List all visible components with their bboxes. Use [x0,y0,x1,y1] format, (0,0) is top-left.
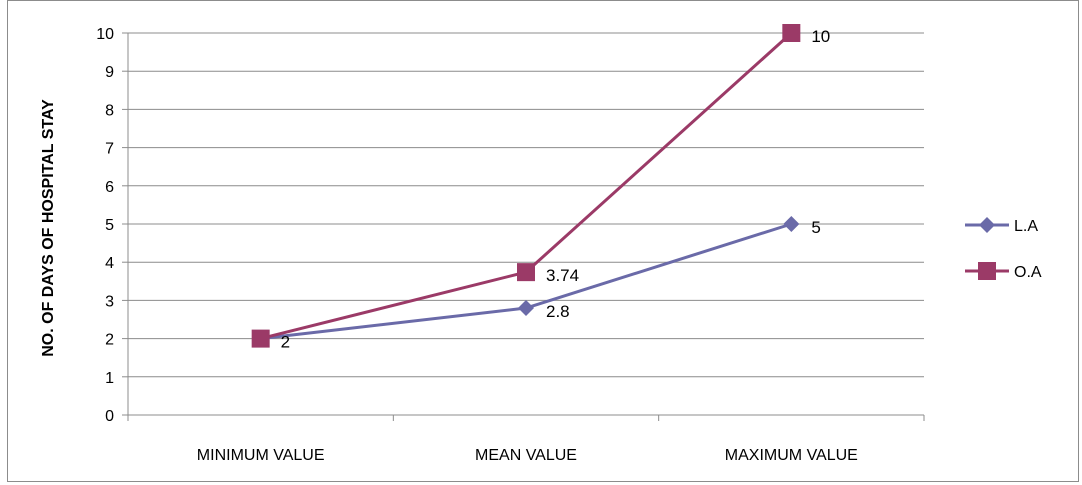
y-tick-label: 1 [105,370,114,387]
y-tick-label: 5 [105,217,114,234]
data-label: 2.8 [546,302,570,321]
data-point-marker [518,300,534,317]
data-point-marker [251,329,270,348]
legend-label: O.A [1014,264,1042,281]
data-labels: 2.8 5 2 3.74 10 [281,27,831,352]
y-tick-label: 7 [105,141,114,158]
data-point-marker [517,263,535,282]
legend-marker [978,262,996,280]
x-tick-label: MEAN VALUE [475,447,577,464]
y-axis-title: NO. OF DAYS OF HOSPITAL STAY [40,99,57,357]
data-label: 2 [281,333,290,352]
line-chart: 0 1 2 3 4 5 6 7 8 9 10 MINIMUM VALUE MEAN VALUE MAXI… [40,24,1042,464]
y-tick-label: 4 [105,255,114,272]
y-tick-label: 9 [105,64,114,81]
y-tick-label: 0 [105,408,114,425]
x-tick-labels: MINIMUM VALUE MEAN VALUE MAXIMUM VALUE [197,447,858,464]
y-tick-labels: 0 1 2 3 4 5 6 7 8 9 10 [96,26,114,425]
legend: L.A O.A [965,217,1042,281]
y-tick-label: 10 [96,26,114,43]
series-line [260,222,792,341]
legend-marker [979,217,995,233]
axes [122,32,925,421]
y-tick-label: 6 [105,179,114,196]
legend-item: L.A [965,217,1038,235]
data-label: 10 [811,27,830,46]
data-point-marker [782,24,801,42]
data-label: 3.74 [546,266,579,285]
legend-item: O.A [965,262,1042,281]
series-o-a [251,24,801,348]
data-point-marker [783,216,800,232]
chart-frame: 0 1 2 3 4 5 6 7 8 9 10 MINIMUM VALUE MEAN VALUE MAXI… [7,0,1079,482]
legend-label: L.A [1014,218,1038,235]
y-tick-label: 2 [105,332,114,349]
gridlines [128,32,924,378]
series [251,24,801,348]
x-tick-label: MAXIMUM VALUE [725,447,858,464]
y-tick-label: 3 [105,293,114,310]
y-tick-label: 8 [105,102,114,119]
x-tick-label: MINIMUM VALUE [197,447,325,464]
data-label: 5 [811,218,820,237]
series-l-a [252,216,800,347]
